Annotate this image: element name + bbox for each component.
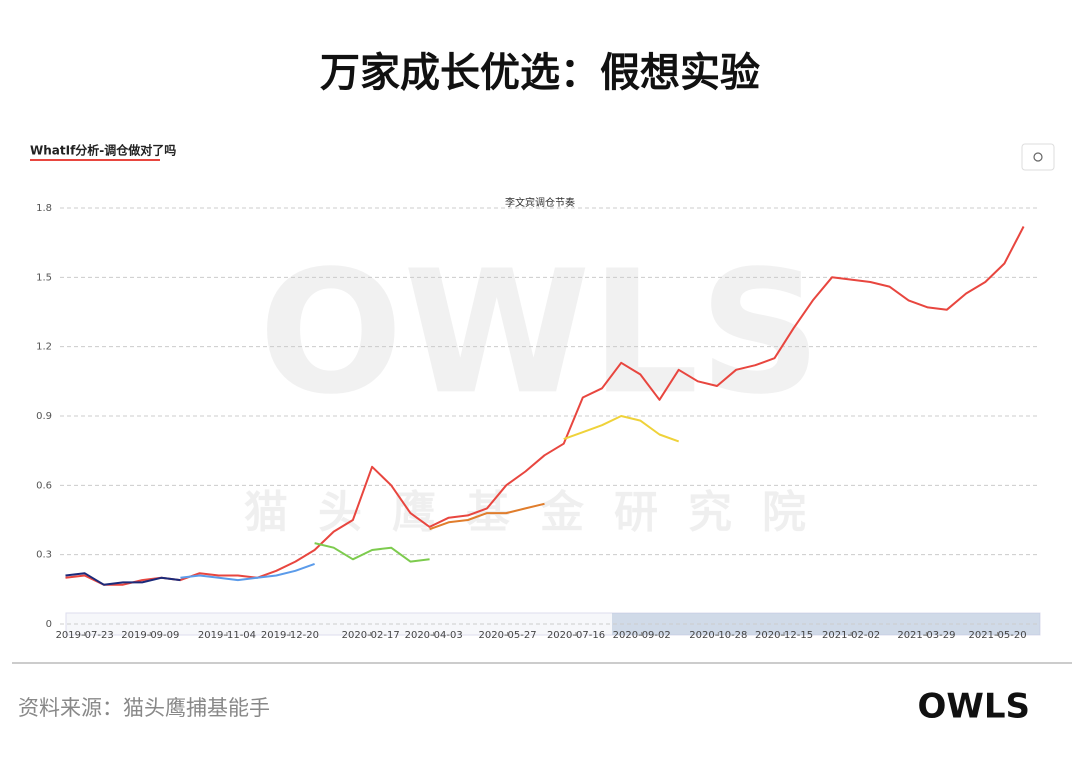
y-tick-label: 1.8 <box>36 203 52 214</box>
y-tick-label: 0 <box>46 619 52 630</box>
logo: OWLS <box>917 687 1030 727</box>
series-line <box>65 572 181 586</box>
series-line <box>314 542 430 563</box>
series-line <box>429 502 545 531</box>
x-tick-label: 2020-04-03 <box>405 630 463 641</box>
watermark-text: 猫头鹰基金研究院 <box>244 487 836 538</box>
x-tick-label: 2020-07-16 <box>547 630 605 641</box>
x-tick-label: 2020-02-17 <box>342 630 400 641</box>
y-tick-label: 1.2 <box>36 342 52 353</box>
series-line <box>65 226 1025 586</box>
x-tick-label: 2021-02-02 <box>822 630 880 641</box>
x-tick-label: 2019-09-09 <box>121 630 179 641</box>
page-title: 万家成长优选：假想实验 <box>320 50 760 96</box>
tab-label[interactable]: WhatIf分析-调仓做对了吗 <box>30 143 176 158</box>
y-tick-label: 0.6 <box>36 480 52 491</box>
series-line <box>180 562 315 582</box>
refresh-button[interactable] <box>1021 143 1055 171</box>
x-tick-label: 2020-10-28 <box>689 630 747 641</box>
x-tick-label: 2020-05-27 <box>479 630 537 641</box>
x-tick-label: 2019-12-20 <box>261 630 319 641</box>
series-line <box>563 415 680 443</box>
chart-title: 李文宾调仓节奏 <box>505 196 575 209</box>
x-tick-label: 2019-07-23 <box>56 630 114 641</box>
y-tick-label: 0.3 <box>36 550 52 561</box>
x-tick-label: 2021-03-29 <box>897 630 955 641</box>
y-tick-label: 1.5 <box>36 272 52 283</box>
x-tick-label: 2020-09-02 <box>613 630 671 641</box>
refresh-icon <box>1033 152 1043 162</box>
x-tick-label: 2021-05-20 <box>969 630 1027 641</box>
watermark-logo: OWLS <box>259 234 822 432</box>
x-tick-label: 2020-12-15 <box>755 630 813 641</box>
y-tick-label: 0.9 <box>36 411 52 422</box>
x-tick-label: 2019-11-04 <box>198 630 256 641</box>
source-note: 资料来源：猫头鹰捕基能手 <box>18 696 270 720</box>
